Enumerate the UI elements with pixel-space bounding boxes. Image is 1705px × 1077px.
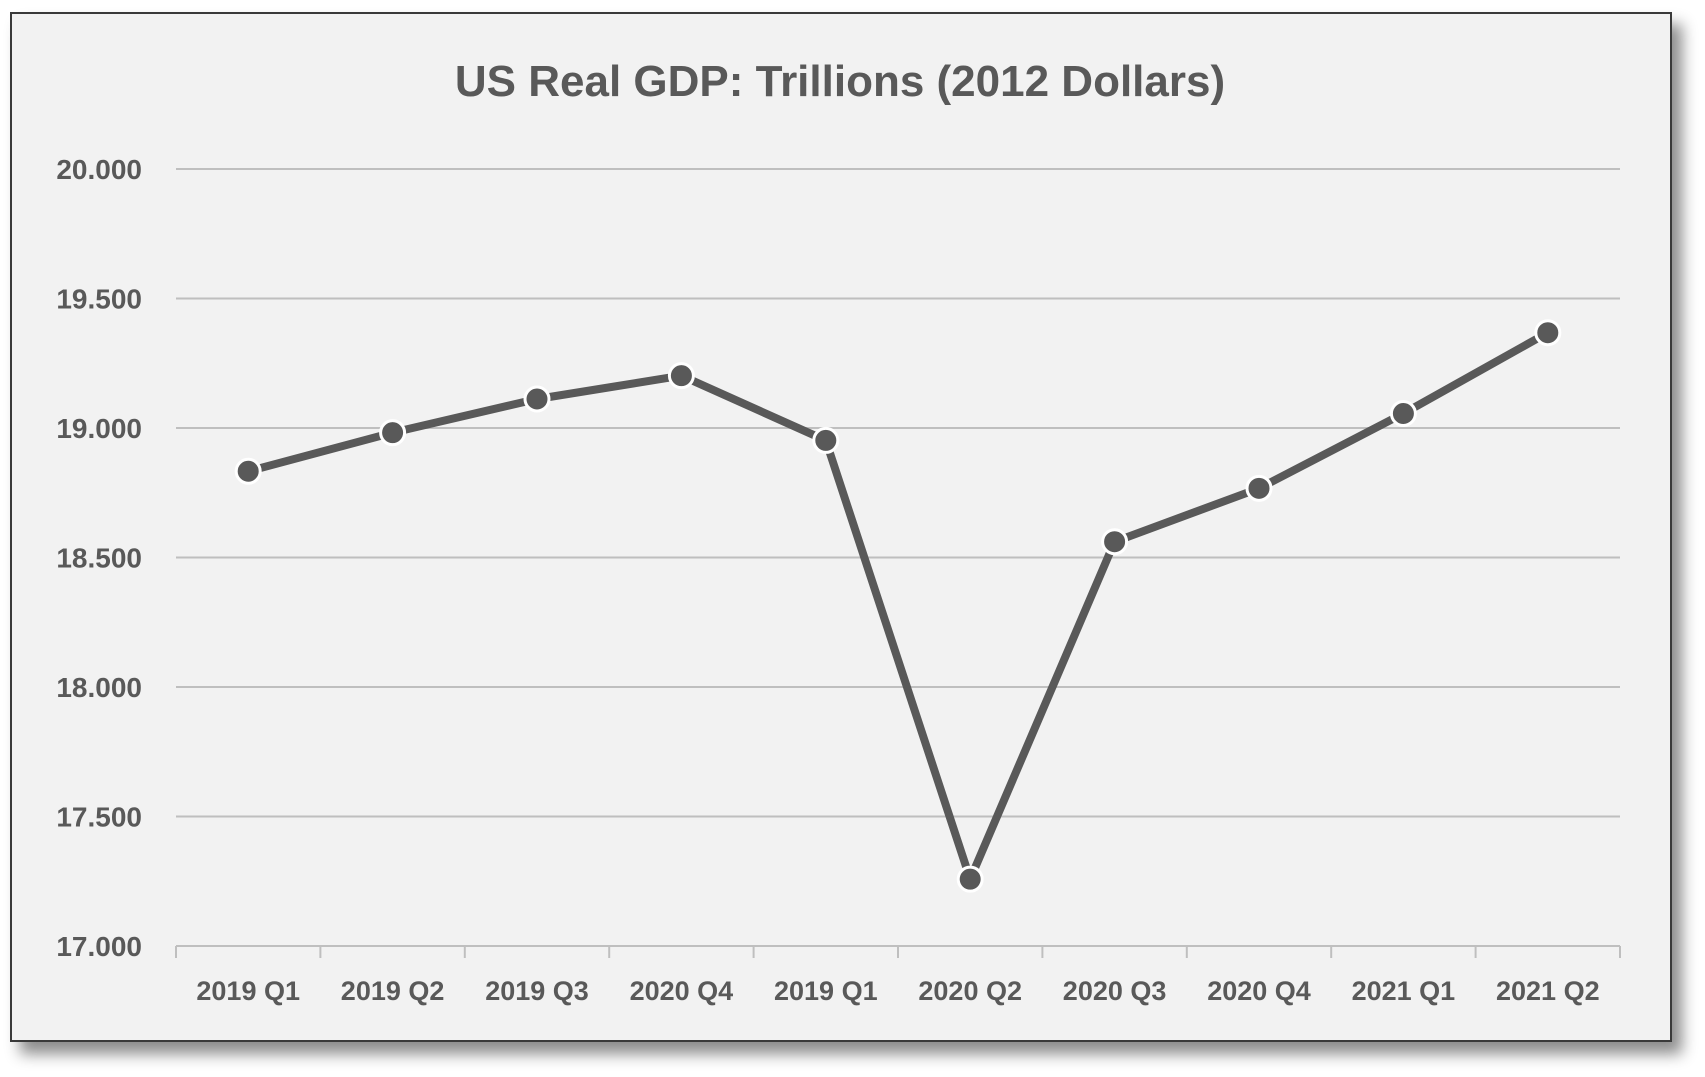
series-polyline [244,328,1552,884]
x-tick-label: 2019 Q1 [774,976,878,1006]
x-tick-label: 2021 Q2 [1496,976,1600,1006]
chart-frame [10,12,1672,1042]
y-tick-label: 19.500 [56,284,142,315]
y-tick-label: 20.000 [56,154,142,185]
x-tick-label: 2020 Q4 [1207,976,1311,1006]
x-tick-label: 2020 Q2 [918,976,1022,1006]
chart-title: US Real GDP: Trillions (2012 Dollars) [455,57,1225,106]
x-tick-label: 2019 Q2 [341,976,445,1006]
y-tick-label: 17.500 [56,802,142,833]
x-axis: 2019 Q1 2019 Q2 2019 Q3 2020 Q4 2019 Q1 2020 … [175,945,1621,1006]
x-tick-label: 2020 Q3 [1063,976,1167,1006]
data-point [1389,399,1417,427]
x-tick-label: 2019 Q1 [196,976,300,1006]
series-line [244,328,1552,884]
y-axis: 17.000 17.500 18.000 18.500 19.000 19.500 20.0… [56,154,142,962]
data-point [667,362,695,390]
x-tick-label: 2021 Q1 [1352,976,1456,1006]
x-tick-label: 2020 Q4 [630,976,734,1006]
x-tick-label: 2019 Q3 [485,976,589,1006]
data-point [812,426,840,454]
data-point [234,457,262,485]
data-point [956,865,984,893]
data-point [1534,319,1562,347]
data-point [523,385,551,413]
data-point [1101,528,1129,556]
data-point [1245,474,1273,502]
gridlines [176,168,1620,818]
data-points [234,319,1562,893]
data-point [379,419,407,447]
y-tick-label: 18.000 [56,672,142,703]
y-tick-label: 19.000 [56,413,142,444]
y-tick-label: 17.000 [56,931,142,962]
y-tick-label: 18.500 [56,543,142,574]
